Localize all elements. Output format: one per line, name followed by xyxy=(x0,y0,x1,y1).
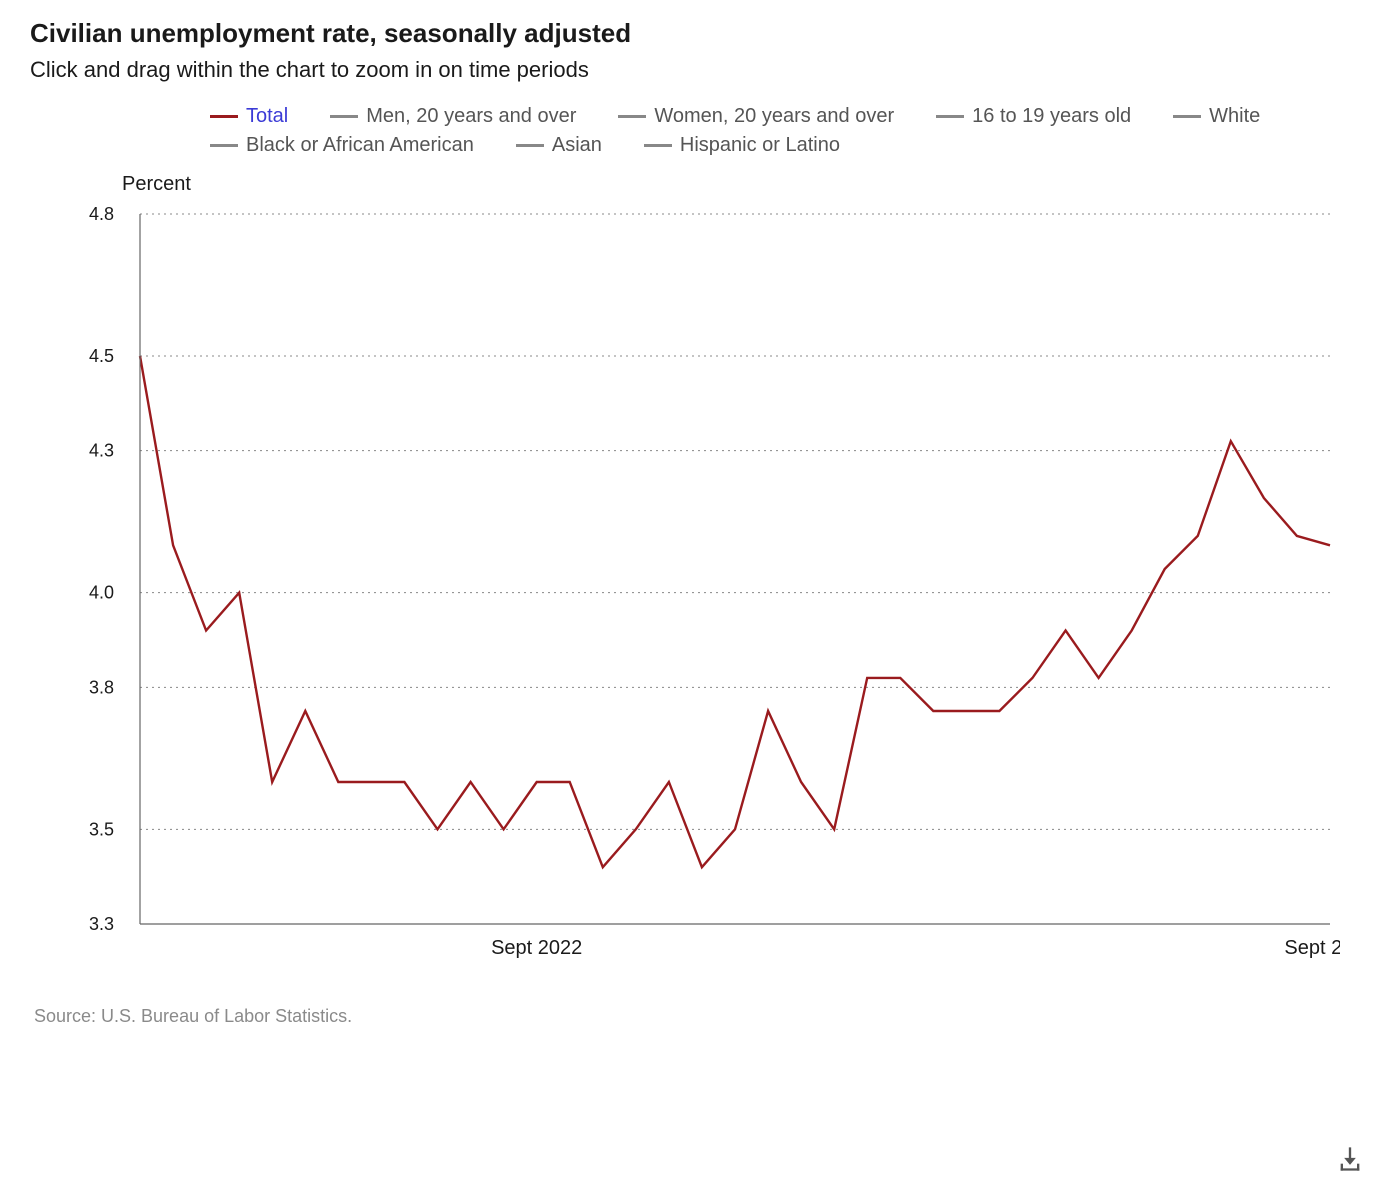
legend-label: Black or African American xyxy=(246,134,474,157)
series-line-total xyxy=(140,356,1330,867)
legend-swatch xyxy=(516,144,544,147)
legend-item-total[interactable]: Total xyxy=(210,105,288,128)
legend-swatch xyxy=(330,115,358,118)
legend-item-asian[interactable]: Asian xyxy=(516,134,602,157)
legend-label: Men, 20 years and over xyxy=(366,105,576,128)
y-tick-label: 4.0 xyxy=(89,583,114,603)
download-icon xyxy=(1336,1145,1364,1173)
legend-label: Asian xyxy=(552,134,602,157)
download-button[interactable] xyxy=(1336,1145,1364,1178)
y-tick-label: 3.3 xyxy=(89,914,114,934)
chart-plot-area[interactable]: 3.33.53.84.04.34.54.8Sept 2022Sept 2024 xyxy=(40,204,1340,944)
legend-item-men-20-years-and-over[interactable]: Men, 20 years and over xyxy=(330,105,576,128)
chart-subtitle: Click and drag within the chart to zoom … xyxy=(30,57,1370,83)
legend-item-16-to-19-years-old[interactable]: 16 to 19 years old xyxy=(936,105,1131,128)
chart-title: Civilian unemployment rate, seasonally a… xyxy=(30,18,1370,49)
legend-swatch xyxy=(210,115,238,118)
legend-swatch xyxy=(936,115,964,118)
y-tick-label: 4.5 xyxy=(89,346,114,366)
legend-swatch xyxy=(210,144,238,147)
legend-item-black-or-african-american[interactable]: Black or African American xyxy=(210,134,474,157)
legend-item-women-20-years-and-over[interactable]: Women, 20 years and over xyxy=(618,105,894,128)
chart-source: Source: U.S. Bureau of Labor Statistics. xyxy=(34,1006,1370,1027)
legend-label: 16 to 19 years old xyxy=(972,105,1131,128)
y-tick-label: 3.8 xyxy=(89,677,114,697)
legend-swatch xyxy=(1173,115,1201,118)
chart-svg[interactable]: 3.3 3.5 3.8 4.0 4.3 4.5 4.8 Sept 2022 Sept 2024 xyxy=(40,204,1340,984)
legend-item-hispanic-or-latino[interactable]: Hispanic or Latino xyxy=(644,134,840,157)
legend-label: White xyxy=(1209,105,1260,128)
legend-item-white[interactable]: White xyxy=(1173,105,1260,128)
x-tick-label: Sept 2024 xyxy=(1284,937,1340,959)
y-axis-label: Percent xyxy=(122,173,1370,196)
legend-swatch xyxy=(644,144,672,147)
y-tick-label: 4.8 xyxy=(89,204,114,224)
legend-swatch xyxy=(618,115,646,118)
legend-label: Hispanic or Latino xyxy=(680,134,840,157)
legend-label: Total xyxy=(246,105,288,128)
chart-legend: Total Men, 20 years and over Women, 20 yea… xyxy=(30,105,1370,157)
x-tick-label: Sept 2022 xyxy=(491,937,582,959)
y-tick-label: 3.5 xyxy=(89,819,114,839)
y-tick-label: 4.3 xyxy=(89,441,114,461)
legend-label: Women, 20 years and over xyxy=(654,105,894,128)
